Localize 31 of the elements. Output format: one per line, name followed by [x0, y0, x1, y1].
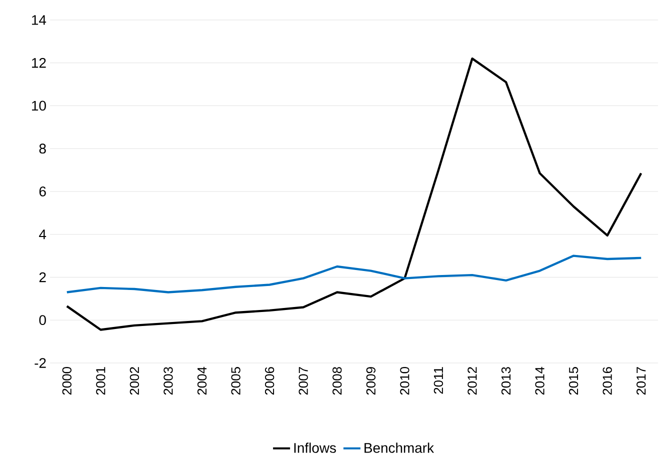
- x-tick-label: 2000: [62, 367, 72, 395]
- x-tick-label: 2006: [264, 367, 274, 395]
- x-tick-label: 2011: [434, 367, 444, 394]
- x-tick-label: 2014: [535, 366, 544, 395]
- x-tick-label: 2008: [332, 367, 342, 395]
- y-tick-label: 14: [32, 15, 46, 25]
- line-series: [66, 57, 642, 331]
- x-tick-label: 2010: [400, 367, 410, 395]
- x-tick-label: 2009: [366, 367, 376, 395]
- x-tick-label: 2015: [568, 367, 578, 395]
- x-tick-label: 2013: [501, 367, 511, 395]
- x-tick-label: 2003: [164, 367, 173, 395]
- y-tick-label: 0: [39, 315, 46, 326]
- y-tick-label: 4: [39, 230, 46, 240]
- y-tick-label: 12: [32, 58, 46, 68]
- legend-label: Benchmark: [364, 442, 434, 453]
- x-tick-label: 2017: [636, 367, 646, 395]
- y-tick-label: 6: [39, 186, 46, 196]
- x-tick-label: 2004: [197, 366, 207, 395]
- legend-label: Inflows: [294, 442, 336, 453]
- line-series: [66, 254, 642, 294]
- x-tick-label: 2016: [602, 367, 612, 395]
- x-tick-label: 2007: [298, 367, 308, 395]
- x-tick-label: 2005: [231, 367, 240, 395]
- x-tick-label: 2002: [130, 367, 140, 395]
- x-tick-label: 2012: [468, 367, 477, 395]
- y-tick-label: 8: [39, 144, 46, 154]
- x-tick-label: 2001: [96, 367, 106, 395]
- y-tick-label: 10: [32, 100, 46, 111]
- y-tick-label: 2: [39, 272, 46, 282]
- y-tick-label: -2: [34, 358, 46, 368]
